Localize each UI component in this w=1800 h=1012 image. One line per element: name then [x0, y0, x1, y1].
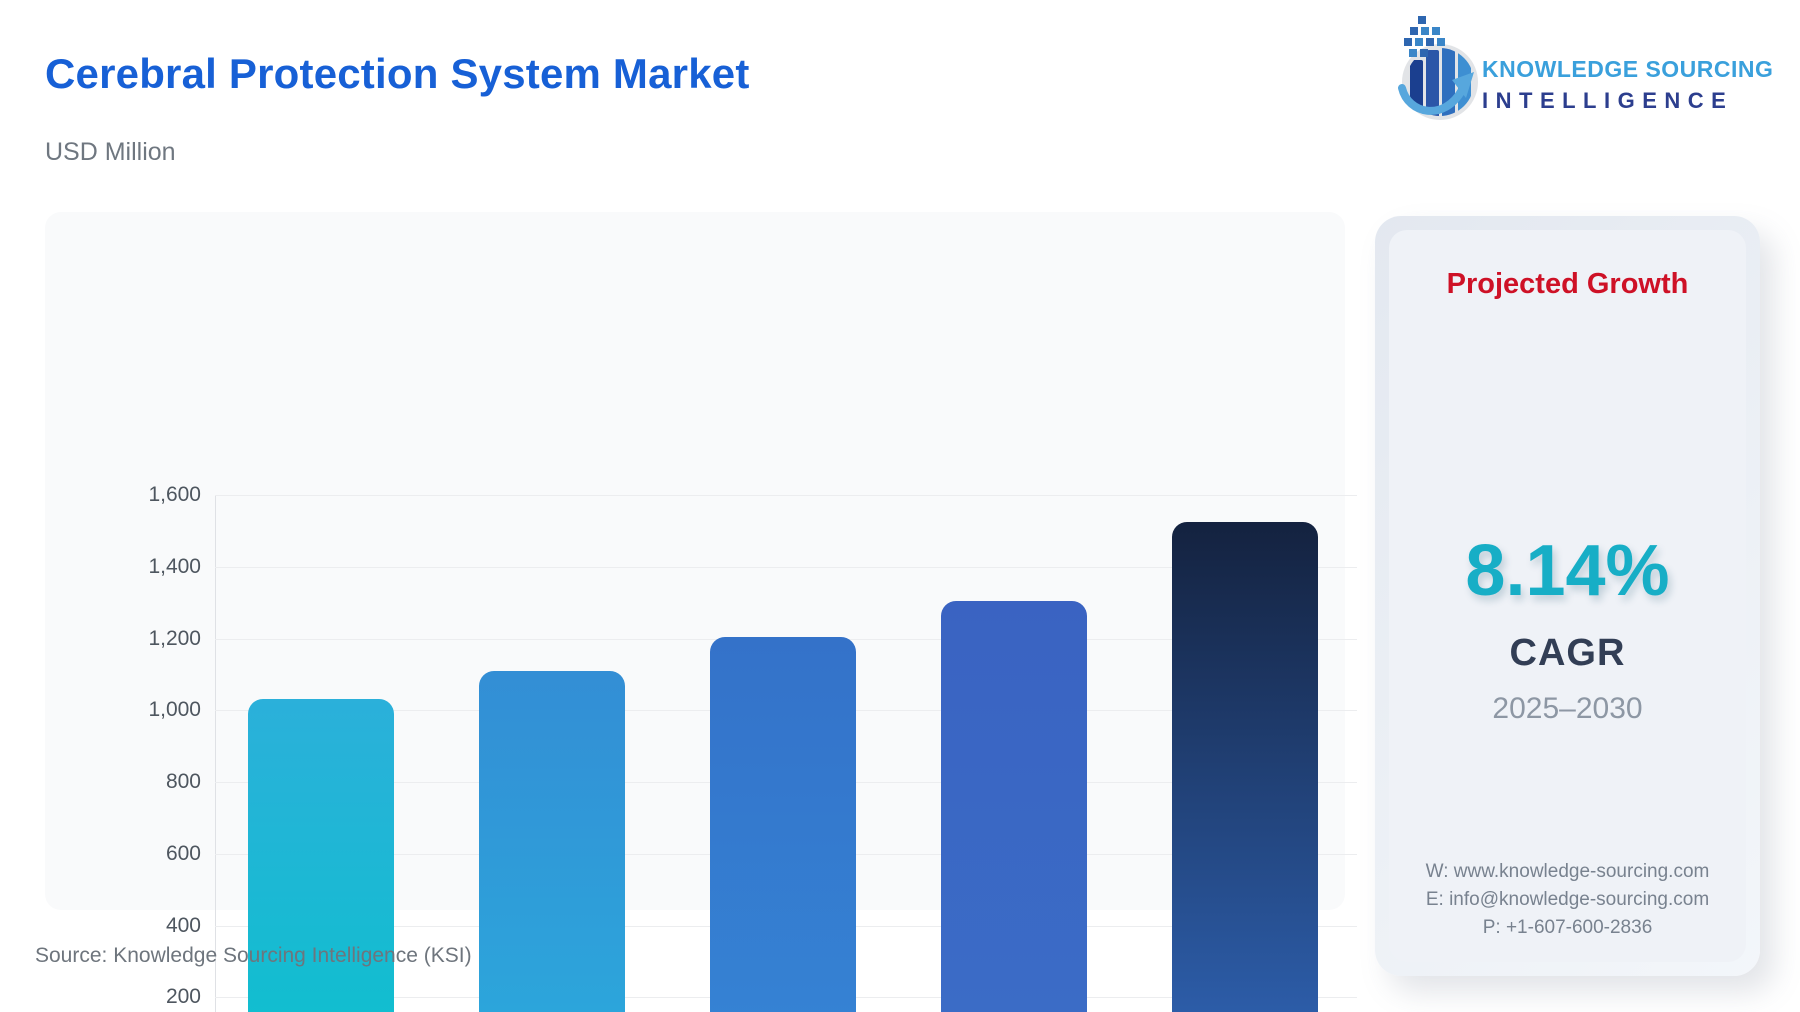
bar-chart-globe-arrow-icon [1398, 16, 1478, 120]
source-note: Source: Knowledge Sourcing Intelligence … [35, 944, 472, 967]
cagr-label: CAGR [1509, 632, 1626, 674]
chart-card: 02004006008001,0001,2001,4001,6002025202… [45, 212, 1357, 1012]
bar-chart-plot: 02004006008001,0001,2001,4001,6002025202… [148, 483, 1357, 1012]
y-tick-label: 800 [165, 770, 201, 793]
projected-growth-panel: Projected Growth 8.14% CAGR 2025–2030 W:… [1375, 216, 1760, 976]
y-axis-line [215, 495, 216, 1012]
gridline-1,400 [215, 566, 1357, 568]
logo-text: KNOWLEDGE SOURCING INTELLIGENCE [1482, 56, 1774, 114]
projected-growth-panel-inner: Projected Growth 8.14% CAGR 2025–2030 W:… [1389, 230, 1746, 962]
bar-2028 [941, 601, 1087, 1012]
y-tick-label: 200 [165, 985, 201, 1009]
logo-line2: INTELLIGENCE [1482, 88, 1734, 113]
y-tick-label: 600 [165, 841, 201, 865]
bar-2027 [710, 637, 856, 1012]
y-tick-label: 1,200 [148, 626, 201, 650]
page-title: Cerebral Protection System Market [45, 50, 750, 97]
contact-block: W: www.knowledge-sourcing.com E: info@kn… [1389, 858, 1746, 942]
gridline-1,600 [215, 495, 1357, 496]
y-tick-label: 1,400 [148, 554, 201, 578]
panel-heading: Projected Growth [1446, 268, 1689, 300]
bar-2030 [1172, 522, 1318, 1012]
contact-website: W: www.knowledge-sourcing.com [1425, 861, 1710, 882]
company-logo: KNOWLEDGE SOURCING INTELLIGENCE [1396, 14, 1774, 126]
y-tick-label: 1,600 [148, 483, 201, 506]
unit-label: USD Million [45, 138, 176, 166]
logo-line1: KNOWLEDGE SOURCING [1482, 56, 1774, 82]
forecast-period: 2025–2030 [1492, 692, 1643, 725]
contact-email: E: info@knowledge-sourcing.com [1425, 889, 1710, 910]
y-tick-label: 1,000 [148, 698, 201, 722]
cagr-value: 8.14% [1465, 531, 1670, 611]
contact-phone: P: +1-607-600-2836 [1482, 917, 1653, 938]
bar-2026 [479, 671, 625, 1012]
y-tick-label: 400 [165, 913, 201, 937]
bar-2025 [248, 699, 394, 1012]
